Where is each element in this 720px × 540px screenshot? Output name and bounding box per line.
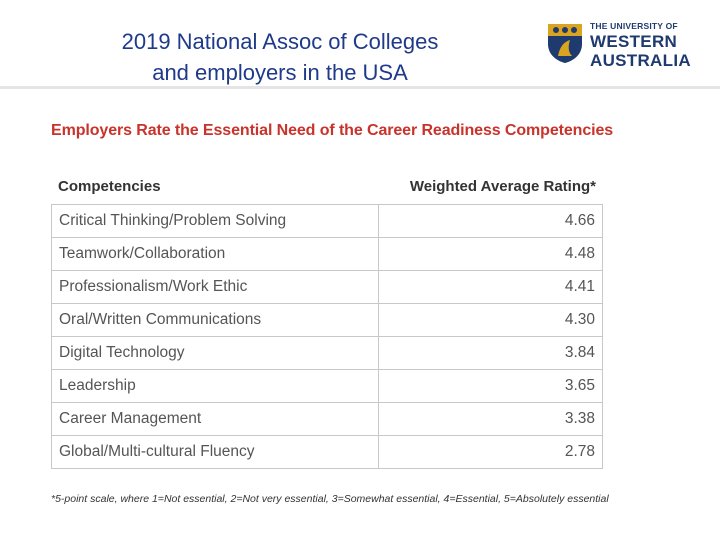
table-header: Competencies Weighted Average Rating* — [51, 176, 603, 204]
table-title: Employers Rate the Essential Need of the… — [51, 122, 614, 139]
competencies-table: Critical Thinking/Problem Solving 4.66 T… — [51, 204, 603, 469]
slide-title: 2019 National Assoc of Colleges and empl… — [60, 26, 500, 88]
rating-cell: 4.41 — [378, 270, 603, 304]
table-row: Critical Thinking/Problem Solving 4.66 — [51, 204, 603, 238]
rating-cell: 4.30 — [378, 303, 603, 337]
slide-title-line1: 2019 National Assoc of Colleges — [121, 29, 439, 54]
header-divider — [0, 86, 720, 89]
logo-line3: AUSTRALIA — [590, 50, 691, 70]
table-row: Career Management 3.38 — [51, 402, 603, 436]
rating-cell: 4.48 — [378, 237, 603, 271]
table-row: Leadership 3.65 — [51, 369, 603, 403]
table-row: Oral/Written Communications 4.30 — [51, 303, 603, 337]
logo-line1: THE UNIVERSITY OF — [590, 21, 678, 31]
footnote: *5-point scale, where 1=Not essential, 2… — [51, 493, 609, 505]
university-logo: THE UNIVERSITY OF WESTERN AUSTRALIA — [546, 20, 691, 69]
competency-cell: Career Management — [51, 402, 379, 436]
logo-line2: WESTERN — [590, 31, 678, 51]
table-row: Professionalism/Work Ethic 4.41 — [51, 270, 603, 304]
slide-title-line2: and employers in the USA — [152, 60, 408, 85]
table-row: Global/Multi-cultural Fluency 2.78 — [51, 435, 603, 469]
rating-cell: 4.66 — [378, 204, 603, 238]
competency-cell: Teamwork/Collaboration — [51, 237, 379, 271]
crest-icon — [548, 24, 582, 63]
column-header-rating: Weighted Average Rating* — [409, 178, 596, 195]
table-row: Digital Technology 3.84 — [51, 336, 603, 370]
competency-cell: Leadership — [51, 369, 379, 403]
competency-cell: Digital Technology — [51, 336, 379, 370]
rating-cell: 2.78 — [378, 435, 603, 469]
logo-text: THE UNIVERSITY OF WESTERN AUSTRALIA — [590, 22, 691, 69]
rating-cell: 3.84 — [378, 336, 603, 370]
competency-cell: Professionalism/Work Ethic — [51, 270, 379, 304]
column-header-competencies: Competencies — [58, 178, 161, 195]
competency-cell: Global/Multi-cultural Fluency — [51, 435, 379, 469]
rating-cell: 3.65 — [378, 369, 603, 403]
rating-cell: 3.38 — [378, 402, 603, 436]
table-row: Teamwork/Collaboration 4.48 — [51, 237, 603, 271]
competency-cell: Oral/Written Communications — [51, 303, 379, 337]
competency-cell: Critical Thinking/Problem Solving — [51, 204, 379, 238]
